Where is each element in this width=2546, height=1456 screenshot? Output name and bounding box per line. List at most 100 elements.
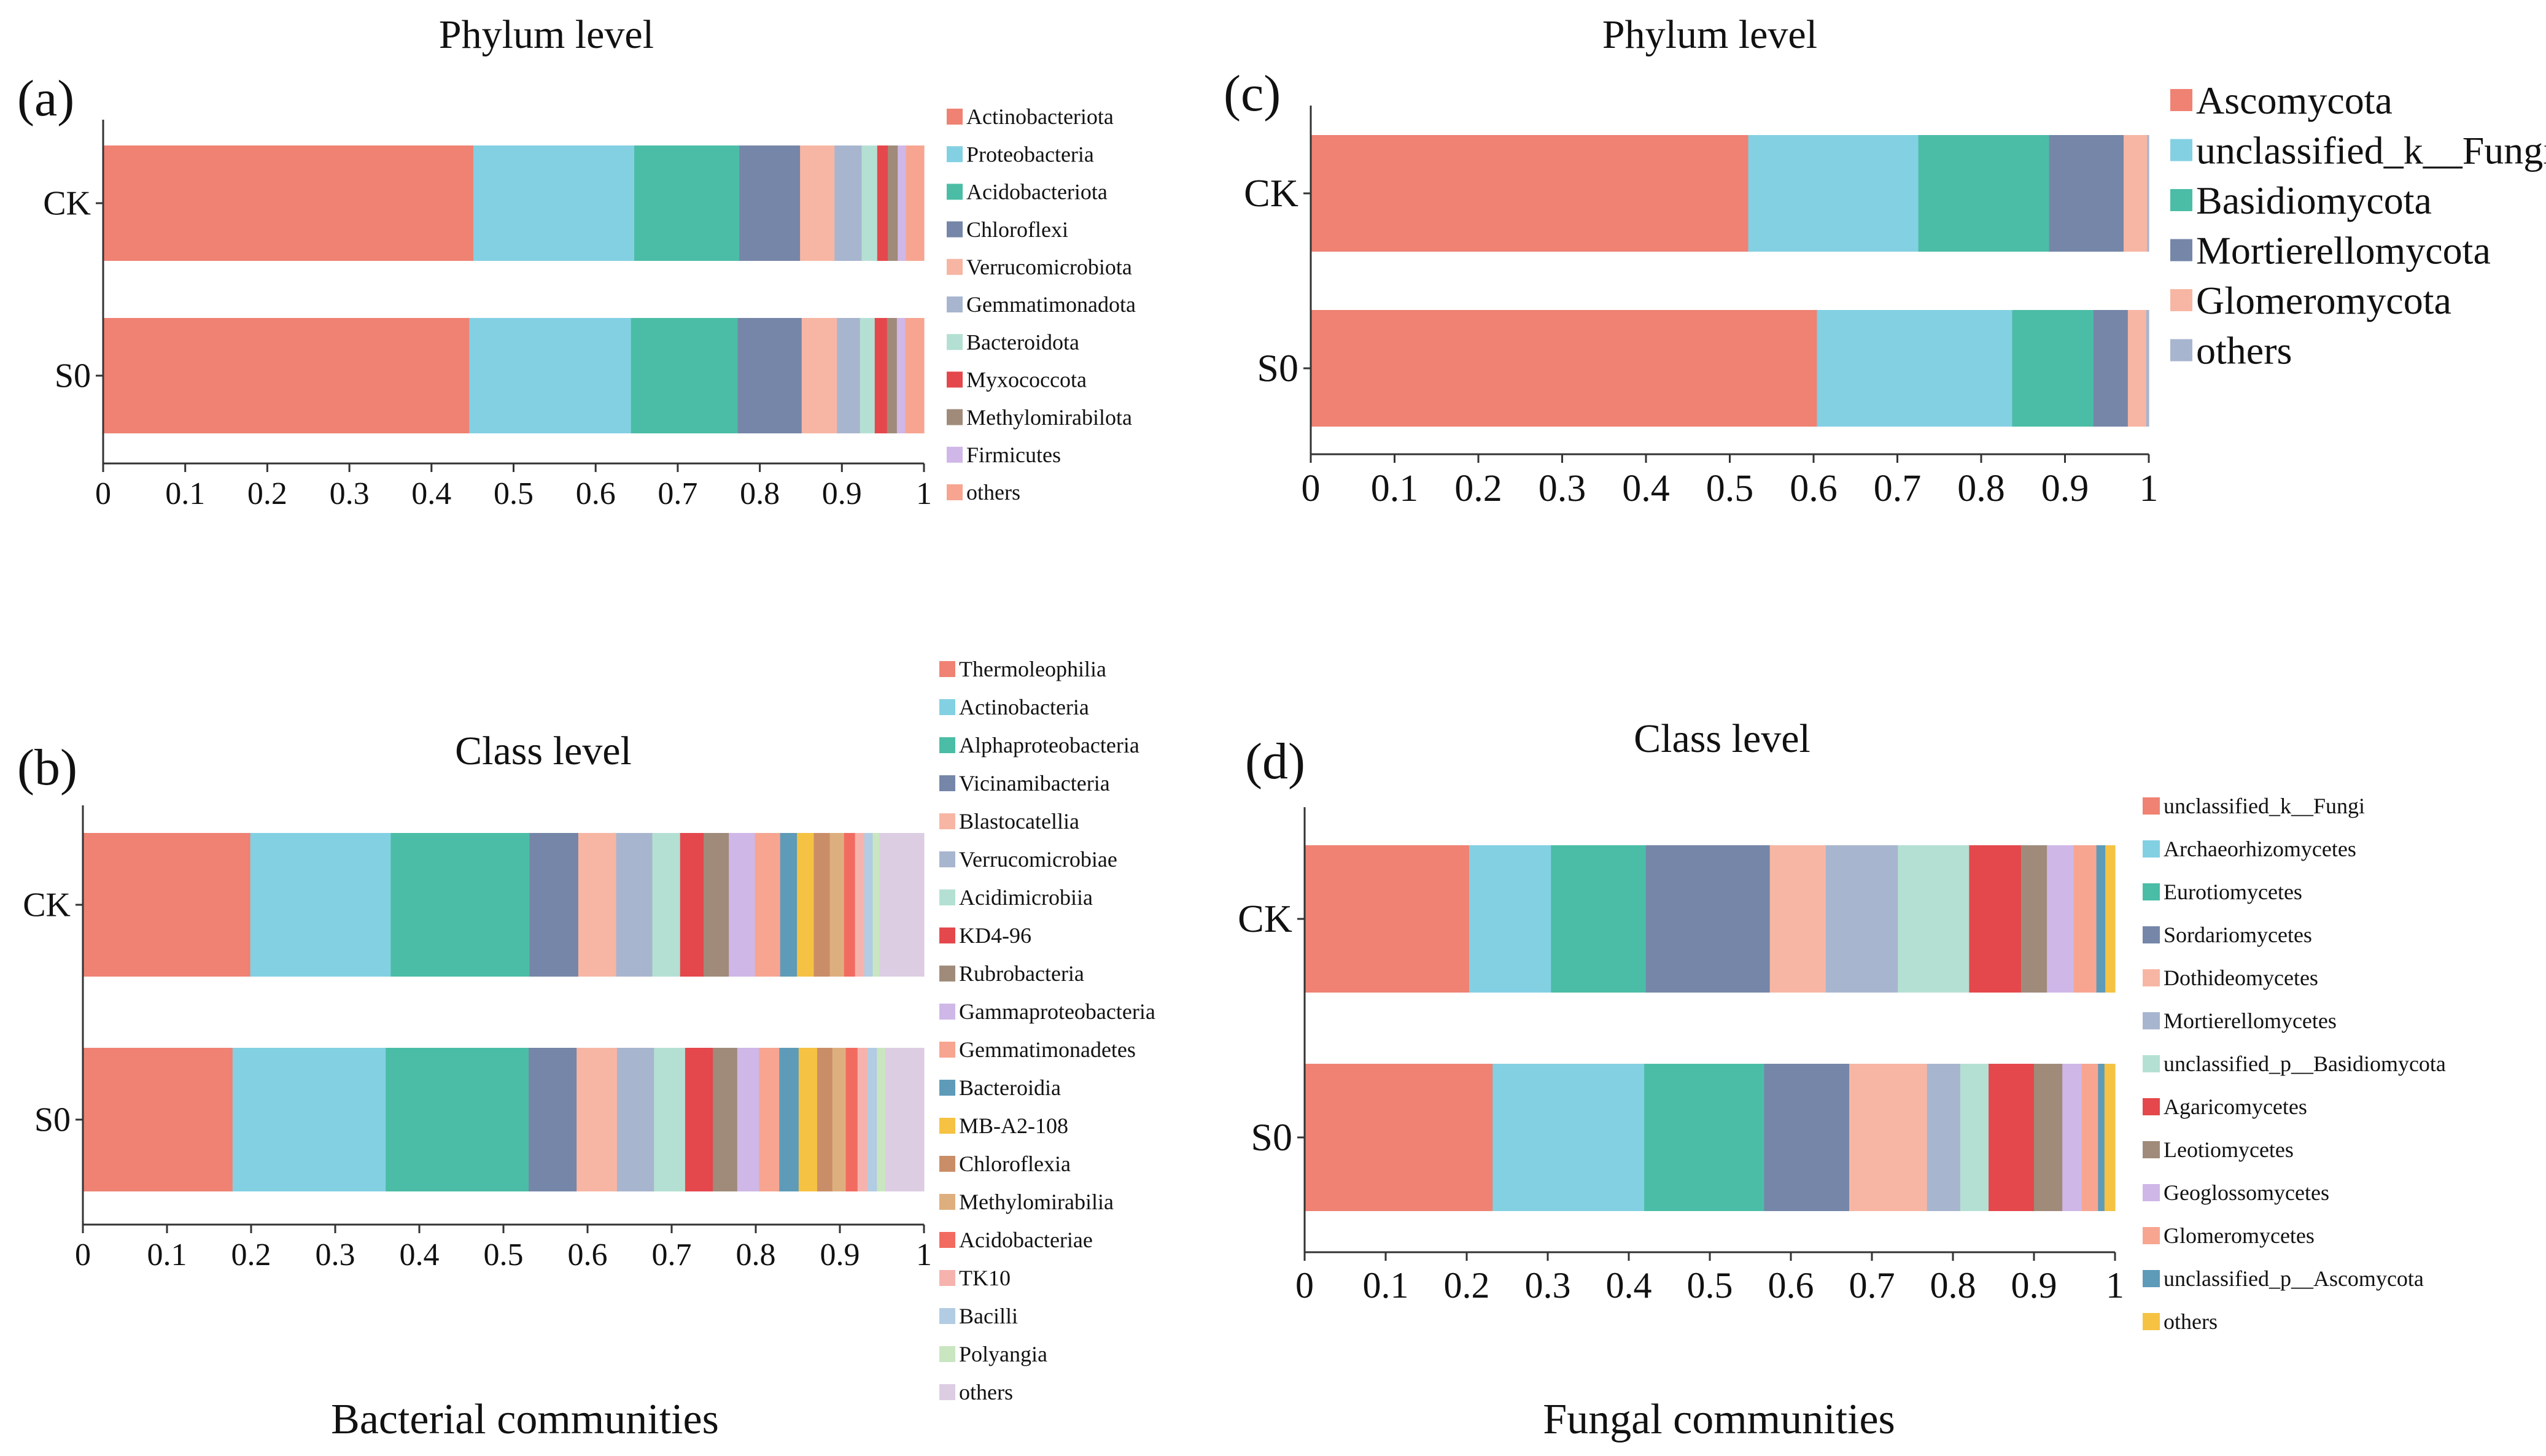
- legend-label: others: [2196, 328, 2292, 372]
- y-tick-label: CK: [23, 886, 71, 924]
- bar-segment-d-s0-5: [1927, 1064, 1961, 1211]
- x-tick-label: 0.1: [165, 476, 205, 511]
- x-tick-label: 0.1: [1371, 468, 1419, 509]
- legend-swatch: [2143, 797, 2160, 815]
- legend-swatch: [939, 1004, 955, 1020]
- legend-label: unclassified_p__Basidiomycota: [2164, 1051, 2446, 1076]
- bar-segment-b-s0-0: [83, 1048, 233, 1191]
- bar-segment-b-ck-13: [813, 833, 831, 977]
- legend-label: others: [959, 1380, 1013, 1404]
- legend-swatch: [947, 221, 963, 238]
- legend-label: MB-A2-108: [959, 1113, 1068, 1138]
- bar-segment-a-ck-4: [800, 145, 835, 261]
- legend-swatch: [939, 927, 955, 943]
- bar-segment-d-s0-4: [1849, 1064, 1928, 1211]
- legend-label: Basidiomycota: [2196, 179, 2432, 222]
- bar-segment-b-ck-16: [855, 833, 865, 977]
- legend-swatch: [2143, 1055, 2160, 1072]
- legend-b: Thermoleophilia Actinobacteria Alphaproteo…: [939, 657, 1155, 1404]
- legend-swatch: [939, 966, 955, 982]
- legend-swatch: [939, 1232, 955, 1248]
- x-tick-label: 0.1: [1363, 1265, 1409, 1306]
- legend-label: Gemmatimonadota: [966, 292, 1136, 317]
- x-tick-label: 0.5: [494, 476, 534, 511]
- legend-swatch: [947, 334, 963, 350]
- bar-segment-d-s0-9: [2062, 1064, 2082, 1211]
- bar-segment-d-ck-2: [1551, 845, 1647, 993]
- legend-swatch: [947, 409, 963, 425]
- x-tick-label: 0.3: [316, 1237, 355, 1272]
- x-tick-label: 0.9: [2011, 1265, 2057, 1306]
- bar-segment-b-ck-14: [829, 833, 845, 977]
- x-tick-label: 0.4: [400, 1237, 440, 1272]
- legend-swatch: [939, 775, 955, 791]
- legend-label: unclassified_k__Fungi: [2164, 794, 2365, 818]
- legend-swatch: [947, 296, 963, 312]
- bar-segment-b-ck-6: [652, 833, 681, 977]
- legend-swatch: [939, 1080, 955, 1096]
- bar-segment-b-s0-8: [713, 1048, 738, 1191]
- bar-segment-d-ck-11: [2096, 845, 2106, 993]
- bar-segment-c-ck-2: [1918, 135, 2050, 252]
- bar-segment-a-ck-5: [834, 145, 862, 261]
- bar-segment-a-s0-2: [631, 318, 739, 433]
- x-tick-label: 0.4: [1622, 468, 1670, 509]
- bar-segment-a-s0-9: [896, 318, 906, 433]
- bar-segment-b-ck-3: [529, 833, 579, 977]
- bar-segment-a-ck-10: [906, 145, 925, 261]
- legend-label: Dothideomycetes: [2164, 966, 2318, 990]
- bar-segment-b-s0-11: [779, 1048, 799, 1191]
- bar-segment-d-ck-9: [2047, 845, 2074, 993]
- x-tick-label: 1: [916, 476, 932, 511]
- legend-label: Mortierellomycota: [2196, 228, 2491, 272]
- bar-segment-d-ck-12: [2105, 845, 2116, 993]
- x-tick-label: 0.2: [231, 1237, 271, 1272]
- legend-swatch: [939, 1118, 955, 1134]
- x-tick-label: 0.5: [484, 1237, 524, 1272]
- bar-segment-c-ck-0: [1311, 135, 1749, 252]
- legend-label: Polyangia: [959, 1342, 1047, 1366]
- x-tick-label: 0: [1295, 1265, 1314, 1306]
- legend-label: Sordariomycetes: [2164, 923, 2312, 947]
- legend-label: Ascomycota: [2196, 79, 2393, 122]
- x-tick-label: 0.6: [568, 1237, 608, 1272]
- legend-d: unclassified_k__Fungi Archaeorhizomycetes…: [2143, 794, 2446, 1334]
- legend-swatch: [2143, 969, 2160, 986]
- x-tick-label: 0.7: [652, 1237, 692, 1272]
- y-tick-label: S0: [1251, 1115, 1292, 1159]
- legend-swatch: [939, 1042, 955, 1058]
- bar-segment-b-s0-19: [885, 1048, 925, 1191]
- legend-swatch: [947, 371, 963, 388]
- bar-segment-d-s0-2: [1644, 1064, 1765, 1211]
- bar-segment-a-s0-6: [860, 318, 875, 433]
- bar-segment-b-ck-15: [844, 833, 856, 977]
- bar-segment-d-ck-4: [1769, 845, 1826, 993]
- legend-label: Geoglossomycetes: [2164, 1180, 2329, 1205]
- bar-segment-a-s0-10: [905, 318, 925, 433]
- legend-label: Chloroflexia: [959, 1152, 1071, 1176]
- chart-title: Class level: [1634, 716, 1811, 761]
- bar-segment-c-ck-5: [2147, 135, 2149, 252]
- legend-swatch: [2143, 1012, 2160, 1029]
- x-tick-label: 0.1: [147, 1237, 187, 1272]
- x-tick-label: 0.7: [658, 476, 697, 511]
- bar-segment-c-s0-2: [2012, 310, 2094, 427]
- bar-segment-a-s0-8: [887, 318, 898, 433]
- bar-segment-b-ck-0: [83, 833, 251, 977]
- y-tick-label: S0: [34, 1101, 71, 1139]
- legend-label: Alphaproteobacteria: [959, 733, 1139, 757]
- bar-segment-d-s0-1: [1492, 1064, 1645, 1211]
- legend-swatch: [2170, 239, 2192, 261]
- bar-segment-b-s0-15: [845, 1048, 858, 1191]
- x-tick-label: 0.7: [1849, 1265, 1895, 1306]
- caption-bacterial: Bacterial communities: [331, 1396, 719, 1443]
- bar-segment-a-ck-8: [888, 145, 898, 261]
- legend-swatch: [2170, 139, 2192, 161]
- legend-swatch: [939, 889, 955, 905]
- bar-segment-d-ck-0: [1305, 845, 1470, 993]
- legend-label: Actinobacteria: [959, 695, 1089, 719]
- panel-label: (d): [1245, 733, 1305, 790]
- legend-label: Archaeorhizomycetes: [2164, 837, 2356, 861]
- legend-a: Actinobacteriota Proteobacteria Acidobacte…: [947, 104, 1136, 505]
- legend-swatch: [2170, 189, 2192, 211]
